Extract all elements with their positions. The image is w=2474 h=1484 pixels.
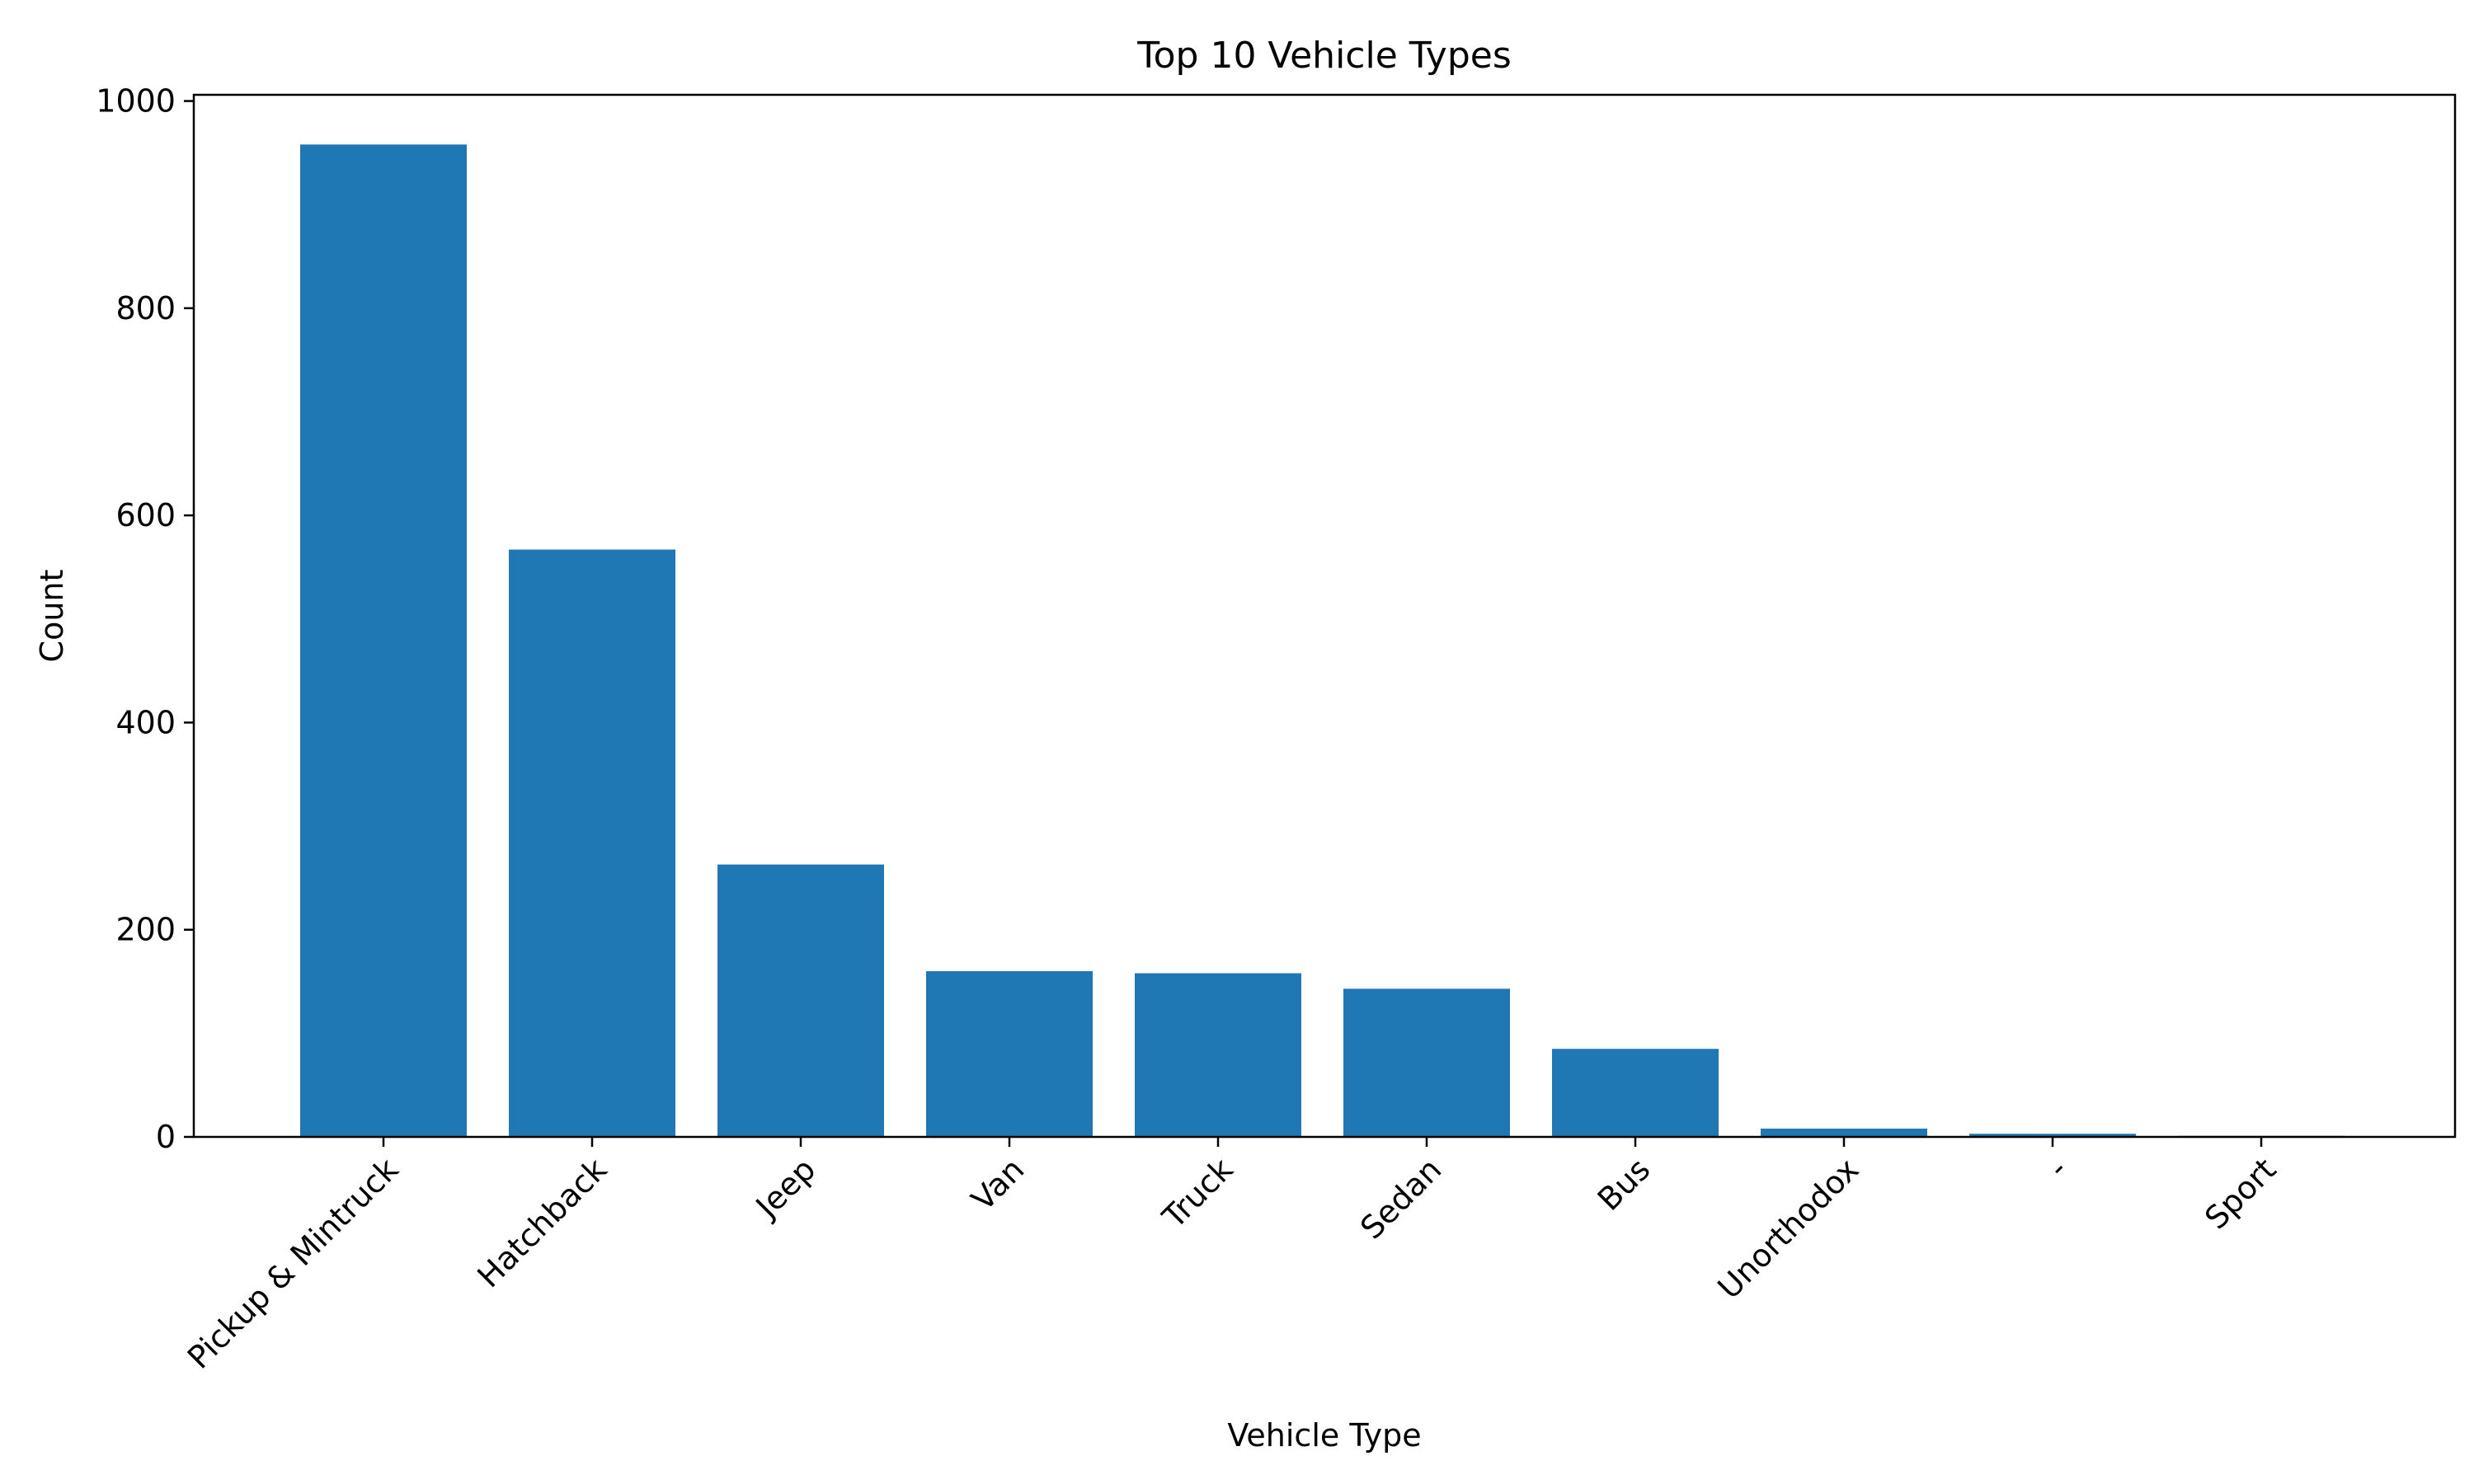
bar (717, 864, 884, 1137)
y-tick-label: 400 (115, 704, 176, 740)
bar (1343, 989, 1510, 1137)
x-tick-label: Truck (1155, 1151, 1240, 1236)
x-tick-label: - (2041, 1151, 2075, 1185)
chart-title: Top 10 Vehicle Types (1136, 35, 1512, 77)
bar (1969, 1134, 2136, 1137)
x-axis-ticks: Pickup & Mintruck Hatchback Jeep Van Truck Se… (181, 1137, 2283, 1376)
x-axis-label: Vehicle Type (1227, 1417, 1421, 1453)
y-axis-label: Count (34, 570, 70, 663)
x-tick-label: Jeep (748, 1151, 823, 1226)
bar (300, 144, 467, 1137)
plot-frame (192, 93, 2457, 1139)
bar (1761, 1128, 1927, 1137)
y-axis-ticks: 0 200 400 600 800 1000 (96, 83, 194, 1155)
x-tick-label: Unorthodox (1710, 1151, 1865, 1306)
axes-layer (192, 93, 2457, 1139)
x-tick-label: Pickup & Mintruck (181, 1151, 405, 1375)
x-tick-label: Sport (2198, 1151, 2283, 1236)
y-tick-label: 600 (115, 497, 176, 533)
y-tick-label: 1000 (96, 83, 176, 120)
bar (926, 971, 1093, 1137)
y-tick-label: 0 (156, 1119, 176, 1155)
x-tick-label: Van (964, 1151, 1031, 1218)
x-tick-label: Hatchback (470, 1151, 614, 1294)
y-tick-label: 800 (115, 290, 176, 326)
x-tick-label: Bus (1591, 1151, 1658, 1218)
bar (1135, 973, 1301, 1137)
y-tick-label: 200 (115, 912, 176, 948)
x-tick-label: Sedan (1353, 1151, 1448, 1246)
bars-layer (300, 144, 2345, 1137)
bar (509, 549, 675, 1137)
bar (1552, 1049, 1719, 1137)
